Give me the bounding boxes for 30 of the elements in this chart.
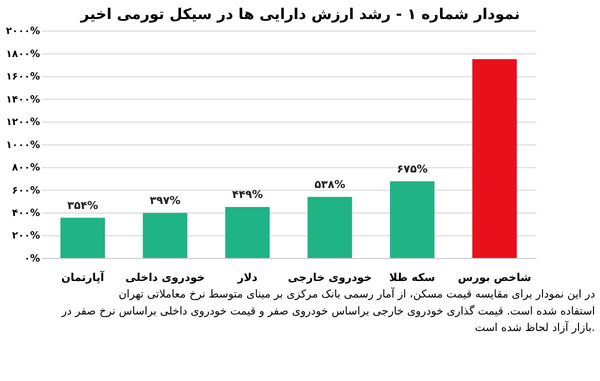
x-tick-label: خودروی داخلی — [125, 271, 205, 284]
chart-title: نمودار شماره ۱ - رشد ارزش دارایی ها در سیکل تورمی اخیر — [80, 6, 520, 23]
bar — [390, 181, 434, 258]
y-tick-label: ۱۲۰۰% — [6, 117, 40, 128]
y-tick-label: ۴۰۰% — [12, 208, 40, 220]
data-label: ۶۷۵% — [396, 162, 428, 176]
x-tick-label: آپارتمان — [61, 270, 104, 284]
y-tick-label: ۱۶۰۰% — [6, 72, 40, 83]
bar — [142, 212, 188, 258]
bar — [308, 196, 352, 258]
y-tick-label: ۸۰۰% — [12, 162, 40, 174]
bar — [225, 206, 270, 258]
y-tick-label: ۶۰۰% — [12, 185, 40, 196]
x-tick-label: شاخص بورس — [458, 271, 532, 284]
y-tick-label: ۲۰۰% — [12, 230, 40, 242]
x-tick-label: دلار — [236, 271, 258, 284]
y-tick-label: ۱۰۰۰% — [6, 140, 40, 151]
y-tick-label: ۱۸۰۰% — [6, 48, 40, 60]
x-tick-label: خودروی خارجی — [288, 271, 372, 284]
x-tick-label: سکه طلا — [389, 271, 436, 284]
bar — [472, 59, 517, 258]
data-label: ۴۴۹% — [232, 188, 263, 202]
y-tick-label: ۰% — [24, 253, 40, 264]
text: در این نمودار برای مقایسه قیمت مسکن، از آمار رسمی بانک مرکزی بر مبنای متوسط نرخ معاملاتی تهران استفاده شده است. قیمت گذاری خودروی خارجی براساس خودروی صفر و قیمت خودروی داخلی براساس نرخ صفر در بازار آزاد لحاظ شده است. — [60, 286, 596, 334]
y-tick-label: ۲۰۰۰% — [6, 26, 40, 38]
data-label: ۵۳۸% — [314, 178, 346, 191]
y-tick-label: ۱۴۰۰% — [6, 94, 40, 106]
data-label: ۳۵۴% — [67, 198, 98, 212]
data-label: ۳۹۷% — [150, 194, 181, 207]
bar — [60, 218, 105, 258]
